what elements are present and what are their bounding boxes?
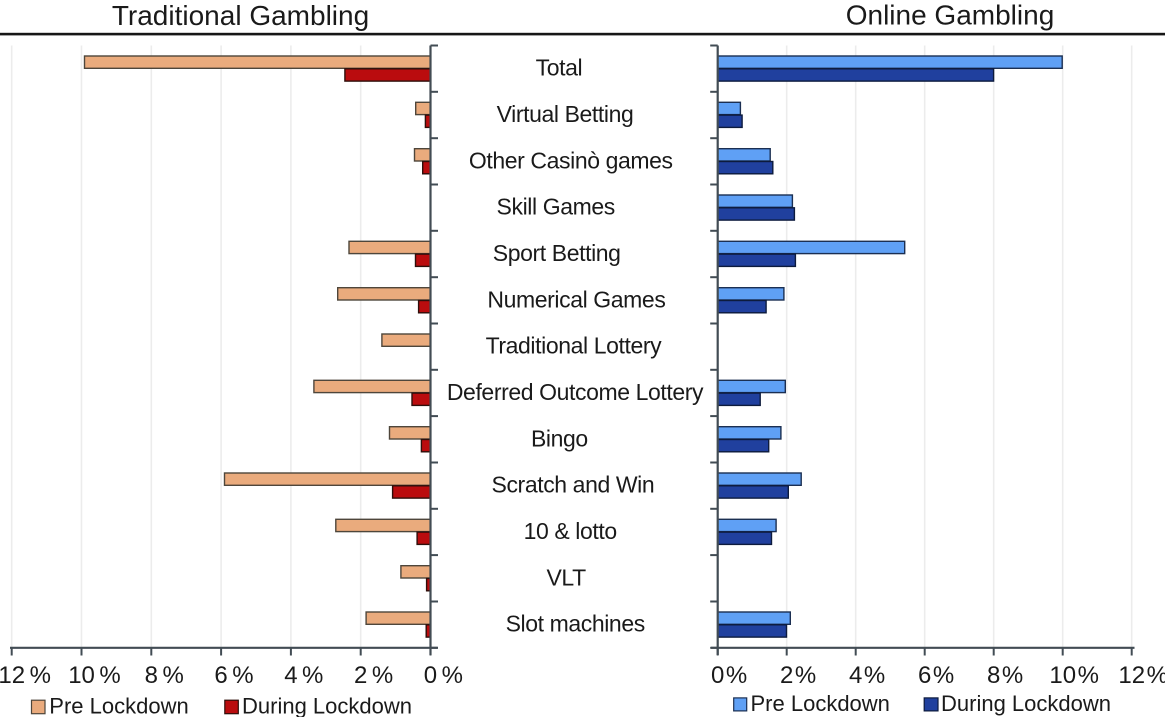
svg-text:10%: 10%: [68, 662, 121, 689]
svg-text:6%: 6%: [214, 662, 253, 689]
svg-text:Traditional Gambling: Traditional Gambling: [112, 0, 369, 31]
svg-text:4%: 4%: [849, 662, 885, 689]
svg-text:Pre Lockdown: Pre Lockdown: [751, 691, 890, 716]
svg-text:2%: 2%: [354, 662, 393, 689]
svg-text:Bingo: Bingo: [531, 425, 588, 451]
svg-text:During Lockdown: During Lockdown: [941, 691, 1111, 716]
svg-text:10%: 10%: [1049, 662, 1099, 689]
svg-text:10 & lotto: 10 & lotto: [524, 518, 617, 544]
svg-text:Other Casinò games: Other Casinò games: [469, 147, 673, 173]
svg-text:Total: Total: [536, 55, 583, 81]
svg-text:6%: 6%: [918, 662, 954, 689]
svg-text:Slot machines: Slot machines: [506, 611, 645, 637]
svg-text:2%: 2%: [780, 662, 816, 689]
svg-text:Online Gambling: Online Gambling: [846, 0, 1055, 31]
svg-text:Deferred Outcome Lottery: Deferred Outcome Lottery: [447, 379, 704, 405]
svg-text:During Lockdown: During Lockdown: [242, 694, 412, 718]
svg-text:Numerical Games: Numerical Games: [487, 286, 665, 312]
svg-text:Sport Betting: Sport Betting: [493, 240, 621, 266]
svg-text:12%: 12%: [1118, 662, 1165, 689]
svg-text:Traditional Lottery: Traditional Lottery: [486, 333, 663, 359]
svg-text:0%: 0%: [424, 662, 463, 689]
svg-text:8%: 8%: [145, 662, 184, 689]
svg-text:Scratch and Win: Scratch and Win: [492, 472, 655, 498]
svg-text:Skill Games: Skill Games: [497, 194, 615, 220]
svg-text:Virtual Betting: Virtual Betting: [497, 101, 634, 127]
svg-text:8%: 8%: [987, 662, 1023, 689]
svg-text:Pre Lockdown: Pre Lockdown: [49, 694, 188, 718]
svg-text:0%: 0%: [711, 662, 747, 689]
svg-text:12%: 12%: [0, 662, 51, 689]
svg-text:VLT: VLT: [546, 564, 586, 590]
svg-text:4%: 4%: [284, 662, 323, 689]
